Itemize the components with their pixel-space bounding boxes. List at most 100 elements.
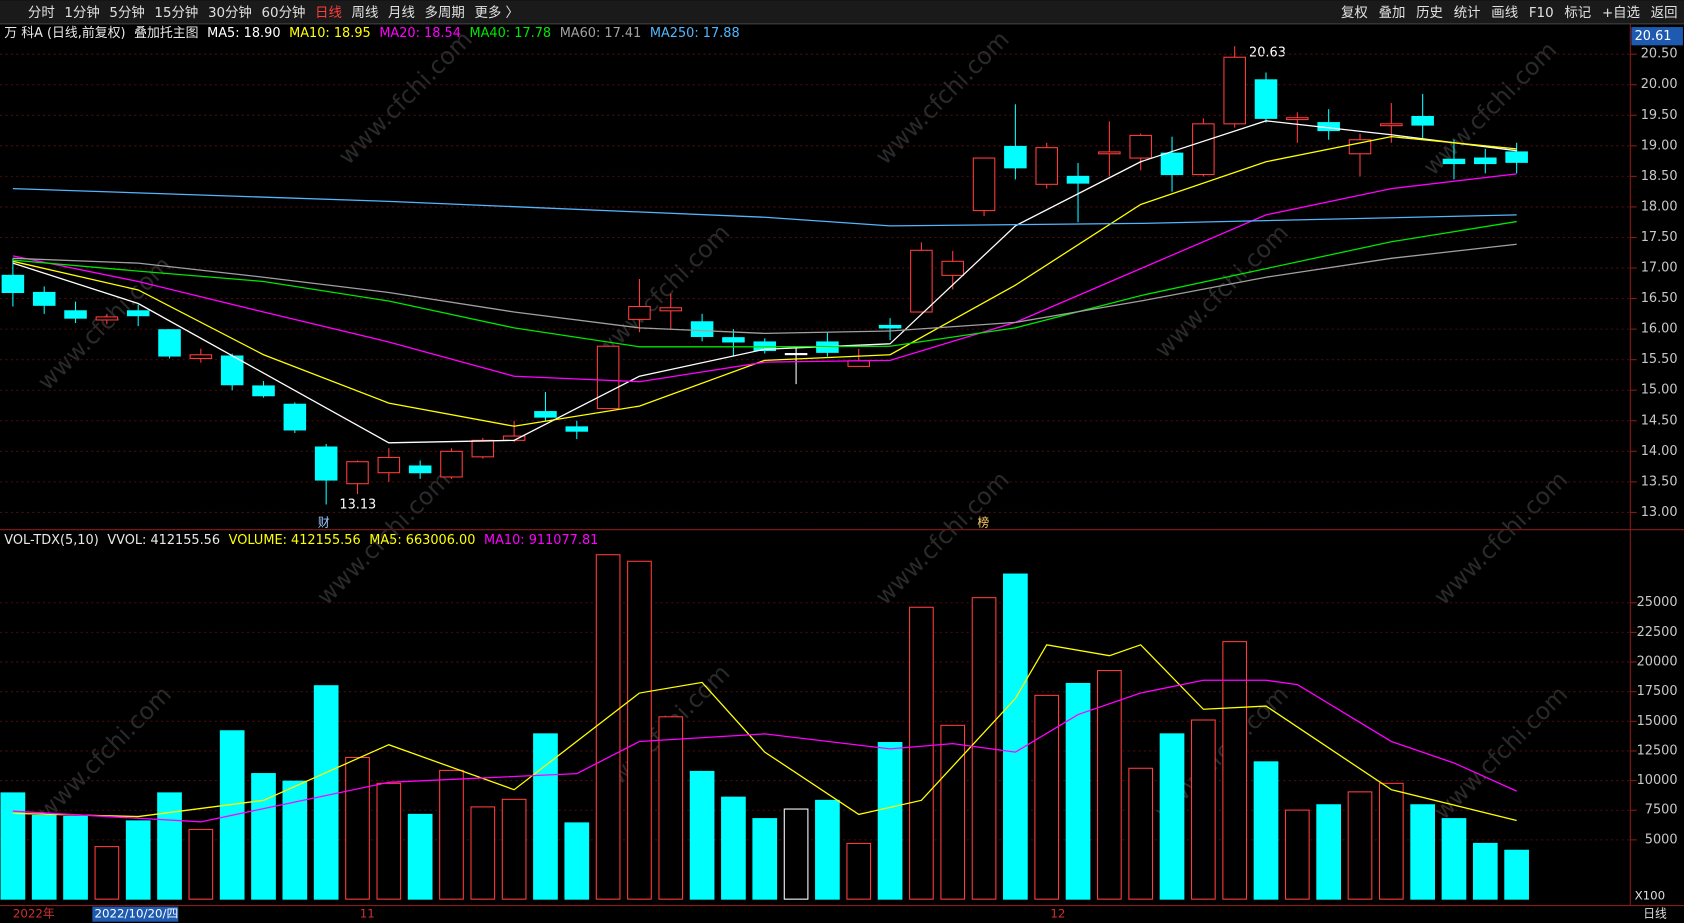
tool-button[interactable]: 历史 (1416, 5, 1443, 21)
y-tick-label: 20.50 (1641, 47, 1678, 62)
period-tab[interactable]: 月线 (388, 5, 415, 21)
candle-body (847, 360, 871, 367)
tool-button[interactable]: 叠加 (1379, 5, 1406, 21)
current-price-box (1631, 27, 1683, 46)
volume-bar (439, 769, 464, 900)
y-tick-label: 16.00 (1641, 322, 1678, 337)
volume-bar (63, 815, 88, 900)
y-tick-label: 15.50 (1641, 352, 1678, 367)
period-tab[interactable]: 5分钟 (109, 4, 144, 21)
y-tick-label: 19.00 (1641, 138, 1678, 153)
tool-button[interactable]: 标记 (1564, 5, 1591, 21)
period-tab[interactable]: 多周期 (425, 4, 465, 21)
y-tick-label: 17.00 (1641, 261, 1678, 276)
period-tab[interactable]: 更多 〉 (474, 4, 518, 21)
volume-bar (313, 685, 339, 900)
candle-body (1066, 175, 1090, 184)
volume-bar (721, 796, 746, 900)
candle-body (1411, 115, 1434, 126)
period-tab[interactable]: 周线 (352, 5, 379, 21)
volume-bar (407, 813, 433, 900)
candle-body (722, 337, 745, 343)
y-tick-label: 7500 (1645, 803, 1678, 818)
y-tick-label: 5000 (1645, 832, 1678, 847)
candle-body (565, 426, 589, 432)
y-tick-label: 14.00 (1641, 444, 1678, 459)
tool-button[interactable]: F10 (1529, 6, 1554, 21)
volume-bar (282, 780, 308, 900)
low-annotation: 13.13 (339, 497, 376, 512)
volume-bar (501, 798, 527, 900)
y-tick-label: 17500 (1637, 684, 1678, 699)
candle-body (1223, 56, 1246, 125)
candle-body (659, 307, 683, 312)
volume-bar (1222, 641, 1248, 900)
chart-subtitle: 叠加托主图 (134, 26, 198, 41)
tool-button[interactable]: 返回 (1651, 5, 1678, 21)
candle-body (1035, 147, 1058, 185)
period-tab[interactable]: 30分钟 (208, 4, 252, 21)
period-tab[interactable]: 60分钟 (262, 4, 306, 21)
volume-bar (1253, 761, 1279, 900)
y-tick-label: 20000 (1637, 655, 1678, 670)
date-label: 12 (1050, 907, 1065, 921)
period-tab[interactable]: 日线 (315, 5, 342, 21)
period-tab[interactable]: 1分钟 (64, 4, 99, 21)
candle-body (628, 305, 651, 320)
volume-bar (376, 782, 402, 900)
candle-body (126, 310, 150, 317)
ma-line (12, 679, 1517, 823)
date-highlight (92, 906, 179, 922)
candle-body (784, 353, 808, 356)
period-tab[interactable]: 分时 (28, 5, 55, 21)
volume-bar (689, 770, 715, 900)
chart-title: VOL-TDX(5,10) (4, 533, 98, 548)
unit-label: X100 (1635, 888, 1666, 902)
legend-entry: MA20: 18.54 (379, 26, 461, 41)
candle-body (377, 456, 401, 474)
volume-bar (564, 822, 590, 900)
volume-bar (1003, 573, 1028, 900)
volume-bar (909, 606, 934, 900)
tool-button[interactable]: 统计 (1454, 5, 1481, 21)
period-tab[interactable]: 15分钟 (154, 4, 198, 21)
y-tick-label: 10000 (1637, 773, 1678, 788)
candle-body (534, 411, 557, 418)
legend-entry: MA10: 18.95 (289, 26, 371, 41)
ma-line (12, 120, 1517, 444)
ma-line (12, 187, 1517, 227)
period-label: 日线 (1643, 907, 1667, 921)
volume-bar (1378, 782, 1404, 900)
candle-body (1098, 151, 1121, 155)
chart-title: 万 科A (日线,前复权) (4, 25, 125, 41)
candle-body (252, 385, 275, 397)
y-tick-label: 18.00 (1641, 199, 1678, 214)
volume-bar (595, 554, 621, 900)
volume-bar (658, 716, 684, 900)
y-tick-label: 12500 (1637, 743, 1678, 758)
candle-body (1505, 151, 1528, 163)
volume-bar (157, 792, 182, 900)
tool-button[interactable]: 画线 (1491, 5, 1518, 21)
volume-bar (1504, 849, 1529, 900)
toolbar-bg (0, 0, 1684, 24)
volume-bar (345, 756, 370, 900)
candle-body (1160, 152, 1184, 176)
tool-button[interactable]: +自选 (1602, 5, 1640, 21)
tool-button[interactable]: 复权 (1341, 4, 1368, 21)
volume-bar (188, 828, 214, 900)
legend-entry: MA60: 17.41 (560, 26, 642, 41)
y-tick-label: 18.50 (1641, 169, 1678, 184)
y-tick-label: 20.00 (1641, 77, 1678, 92)
candle-body (1380, 123, 1403, 127)
volume-bar (1472, 842, 1498, 900)
volume-bar (627, 560, 652, 900)
y-tick-label: 19.50 (1641, 108, 1678, 123)
candle-body (95, 316, 119, 321)
candle-body (64, 310, 87, 319)
volume-bar (1128, 767, 1154, 900)
volume-bar (1097, 670, 1122, 900)
y-tick-label: 22500 (1637, 625, 1678, 640)
